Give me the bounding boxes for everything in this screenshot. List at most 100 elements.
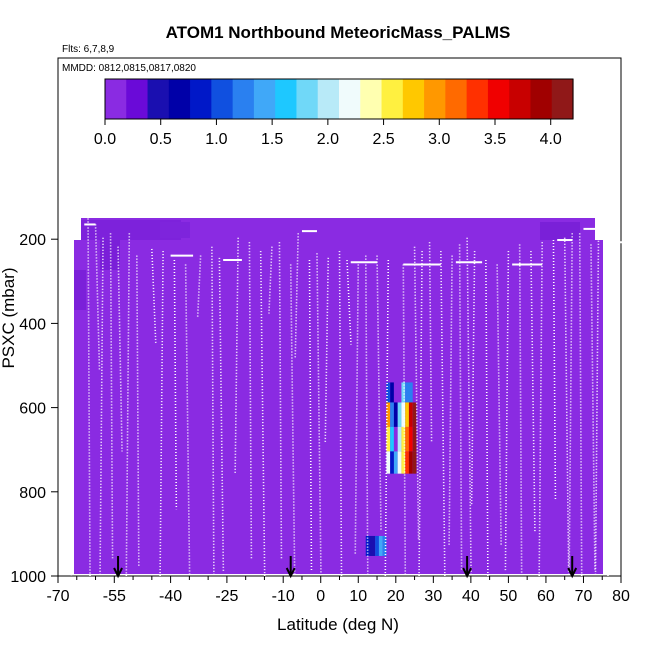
heatmap-cell <box>365 535 370 556</box>
flight-track <box>109 233 114 559</box>
heatmap-cell <box>397 402 402 427</box>
flight-track <box>218 257 225 572</box>
x-axis-label: Latitude (deg N) <box>277 615 399 634</box>
heatmap-cell <box>408 451 413 474</box>
heatmap-cell <box>375 535 379 556</box>
y-axis-label: PSXC (mbar) <box>0 267 18 368</box>
flight-track <box>470 251 476 505</box>
colorbar: 0.0 0.5 1.0 1.5 2.0 2.5 3.0 3.5 4.0 <box>94 78 574 148</box>
flight-track <box>268 246 273 314</box>
heatmap-cell <box>401 382 406 403</box>
colorbar-segment <box>211 79 234 119</box>
flight-track <box>117 246 123 452</box>
arrow-head <box>462 567 473 579</box>
flight-track <box>448 255 453 545</box>
heatmap-cell <box>401 426 406 452</box>
y-tick-label: 800 <box>19 485 46 502</box>
heatmap-cell <box>390 382 394 403</box>
flight-track <box>504 251 510 572</box>
x-tick-label: 70 <box>575 588 593 605</box>
heatmap-cell <box>81 220 181 240</box>
colorbar-segment <box>339 79 361 119</box>
flight-track <box>338 251 343 577</box>
dates-note: MMDD: 0812,0815,0817,0820 <box>62 63 196 74</box>
heatmap-background-left <box>74 240 82 574</box>
colorbar-segment <box>445 79 468 119</box>
heatmap-cell <box>412 402 417 427</box>
flight-track <box>125 233 131 577</box>
colorbar-tick-label: 0.0 <box>94 131 116 148</box>
heatmap-cell <box>378 535 383 556</box>
y-tick-label: 600 <box>19 401 46 418</box>
x-tick-label: -10 <box>272 588 295 605</box>
flight-track <box>402 264 407 577</box>
heatmap-cell <box>397 451 402 474</box>
flight-track <box>196 255 202 318</box>
colorbar-segment <box>551 79 574 119</box>
heatmap-cell <box>74 270 86 310</box>
heatmap-cell <box>390 402 394 427</box>
flight-track <box>87 215 91 577</box>
colorbar-segment <box>424 79 446 119</box>
flight-track <box>354 264 360 554</box>
arrow-head <box>567 567 578 579</box>
colorbar-tick-label: 2.5 <box>372 131 394 148</box>
flight-track <box>458 244 463 572</box>
flight-track <box>376 255 382 532</box>
colorbar-segment <box>530 79 553 119</box>
colorbar-segment <box>296 79 319 119</box>
y-tick-label: 200 <box>19 232 46 249</box>
flight-track <box>259 251 266 577</box>
flight-track <box>234 237 239 474</box>
flight-track <box>518 244 523 577</box>
heatmap-cell <box>386 382 391 403</box>
heatmap-cell <box>160 222 190 238</box>
x-tick-label: -70 <box>46 588 69 605</box>
colorbar-segment <box>232 79 255 119</box>
colorbar-segment <box>360 79 383 119</box>
heatmap-cell <box>393 402 398 427</box>
flight-track <box>440 251 446 577</box>
flight-track <box>615 239 620 323</box>
flight-track <box>578 233 583 577</box>
chart-title: ATOM1 Northbound MeteoricMass_PALMS <box>166 23 511 42</box>
flight-track <box>605 233 609 577</box>
heatmap-background <box>81 218 595 574</box>
heatmap-cell <box>393 382 402 403</box>
colorbar-tick-label: 3.0 <box>428 131 450 148</box>
heatmap-cell <box>393 451 398 474</box>
colorbar-frame <box>104 78 574 120</box>
heatmap-cell <box>390 451 394 474</box>
flight-track <box>94 224 101 372</box>
colorbar-segment <box>466 79 489 119</box>
flight-track <box>289 264 296 577</box>
flight-track <box>413 246 420 541</box>
heatmap-cell <box>369 535 376 556</box>
x-tick-label: 20 <box>387 588 405 605</box>
colorbar-segment <box>126 79 149 119</box>
colorbar-segment <box>105 79 127 119</box>
y-tick-label: 1000 <box>10 569 46 586</box>
x-tick-label: 60 <box>537 588 555 605</box>
colorbar-segment <box>168 79 191 119</box>
flight-track <box>211 246 215 577</box>
x-tick-label: -55 <box>103 588 126 605</box>
heatmap-cell <box>386 426 391 452</box>
heatmap-cell <box>397 426 402 452</box>
colorbar-segment <box>147 79 170 119</box>
flights-note: Flts: 6,7,8,9 <box>62 44 115 55</box>
flight-track <box>590 244 596 572</box>
flight-track <box>418 251 423 577</box>
heatmap-cell <box>405 426 409 452</box>
flight-track <box>136 255 140 568</box>
heatmap-cell <box>408 426 413 452</box>
heatmap-cell <box>386 402 391 427</box>
colorbar-tick-label: 0.5 <box>150 131 172 148</box>
x-tick-label: 80 <box>612 588 630 605</box>
heatmap-cell <box>408 402 413 427</box>
flight-track <box>66 226 73 577</box>
x-tick-label: -40 <box>159 588 182 605</box>
colorbar-segment <box>381 79 404 119</box>
colorbar-segment <box>253 79 276 119</box>
